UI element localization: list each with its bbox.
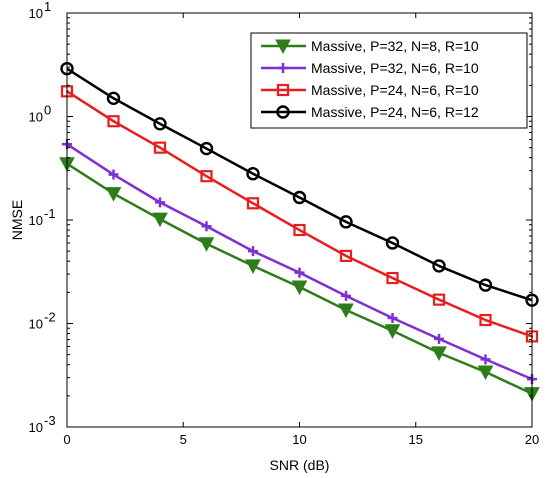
legend: Massive, P=32, N=8, R=10 Massive, P=32, N…	[250, 32, 528, 129]
data-point	[248, 246, 258, 257]
y-axis-label: NMSE	[9, 200, 25, 240]
y-tick-label-base: 10	[29, 6, 43, 21]
marker-square	[153, 141, 167, 154]
data-point	[106, 91, 121, 105]
data-point	[479, 313, 492, 327]
legend-entry: Massive, P=24, N=6, R=12	[261, 104, 479, 120]
marker-square-dot	[391, 276, 394, 280]
marker-square	[293, 223, 306, 237]
data-point	[246, 167, 260, 181]
y-tick-label-exponent: -1	[44, 206, 56, 221]
y-tick-label-exponent: 1	[44, 0, 51, 14]
x-tick-label: 5	[180, 432, 187, 447]
y-tick-label-base: 10	[29, 420, 43, 435]
data-point	[339, 249, 353, 262]
data-point	[245, 259, 261, 274]
x-tick-label: 15	[409, 432, 423, 447]
x-tick-label: 20	[525, 432, 539, 447]
legend-label: Massive, P=24, N=6, R=10	[311, 82, 479, 98]
x-axis-label: SNR (dB)	[270, 457, 330, 473]
marker-square	[246, 197, 260, 210]
legend-entry: Massive, P=32, N=6, R=10	[261, 60, 479, 76]
series-2	[60, 85, 539, 343]
legend-entry: Massive, P=24, N=6, R=10	[261, 82, 479, 98]
marker-square-dot	[484, 318, 487, 322]
y-tick-label-base: 10	[29, 110, 43, 125]
data-point	[431, 346, 447, 361]
data-point	[478, 278, 493, 292]
data-point	[432, 293, 446, 306]
y-tick-label-exponent: -3	[44, 413, 56, 428]
x-tick-label: 0	[63, 432, 70, 447]
y-tick-label-exponent: -2	[44, 310, 56, 325]
marker-square	[386, 271, 399, 285]
x-tick-label: 10	[292, 432, 306, 447]
data-point	[105, 187, 122, 202]
data-point	[338, 303, 354, 319]
data-point	[387, 313, 398, 324]
marker-square-dot	[205, 175, 208, 178]
data-point	[385, 236, 400, 250]
legend-label: Massive, P=32, N=6, R=10	[311, 60, 479, 76]
series-layer	[59, 61, 540, 402]
data-point	[480, 354, 491, 365]
marker-square-dot	[437, 298, 441, 301]
data-point	[200, 170, 213, 183]
marker-square-dot	[251, 202, 255, 205]
data-point	[432, 259, 446, 273]
marker-square	[432, 293, 446, 306]
y-tick-label: 10	[29, 110, 43, 125]
y-tick-label: 10	[29, 420, 43, 435]
marker-square-dot	[344, 254, 348, 257]
data-point	[384, 324, 401, 339]
data-point	[107, 115, 120, 128]
marker-square	[479, 313, 492, 327]
data-point	[291, 280, 308, 296]
series-line	[66, 67, 533, 302]
data-point	[294, 267, 305, 278]
data-point	[201, 221, 212, 232]
data-point	[153, 141, 167, 154]
data-point	[246, 197, 260, 210]
legend-swatch-marker	[276, 105, 290, 119]
y-tick-label: 10	[29, 213, 43, 228]
legend-swatch-marker	[275, 39, 291, 55]
marker-square-dot	[158, 146, 162, 149]
data-point	[339, 215, 353, 229]
y-tick-label: 10	[29, 6, 43, 21]
marker-square	[339, 249, 353, 262]
data-point	[199, 141, 214, 156]
y-tick-label: 10	[29, 317, 43, 332]
legend-entry: Massive, P=32, N=8, R=10	[261, 38, 479, 55]
marker-square-dot	[281, 88, 285, 92]
data-point	[198, 237, 215, 252]
data-point	[153, 117, 167, 131]
marker-square-dot	[298, 228, 301, 232]
legend-swatch-marker	[276, 83, 290, 97]
data-point	[341, 290, 351, 301]
data-point	[386, 271, 399, 285]
data-point	[155, 197, 165, 208]
data-point	[292, 190, 307, 205]
legend-label: Massive, P=24, N=6, R=12	[311, 104, 479, 120]
marker-square	[107, 115, 120, 128]
legend-label: Massive, P=32, N=8, R=10	[311, 38, 479, 54]
y-tick-label-base: 10	[29, 317, 43, 332]
data-point	[293, 223, 306, 237]
y-tick-label-base: 10	[29, 213, 43, 228]
y-tick-label-exponent: 0	[44, 103, 51, 118]
data-point	[152, 212, 168, 228]
data-point	[477, 365, 494, 381]
marker-square	[276, 83, 290, 97]
data-point	[434, 333, 444, 344]
marker-square	[200, 170, 213, 183]
marker-square-dot	[112, 120, 115, 123]
legend-swatch-marker	[278, 63, 288, 73]
data-point	[108, 169, 119, 180]
